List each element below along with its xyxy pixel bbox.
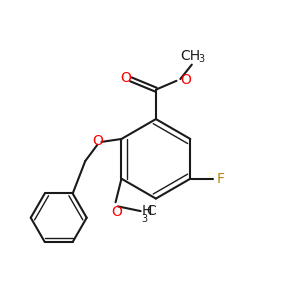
Text: C: C — [146, 203, 156, 218]
Text: O: O — [92, 134, 103, 148]
Text: O: O — [121, 71, 132, 85]
Text: F: F — [217, 172, 225, 186]
Text: 3: 3 — [198, 54, 204, 64]
Text: O: O — [111, 205, 122, 219]
Text: 3: 3 — [142, 214, 148, 224]
Text: CH: CH — [180, 49, 200, 63]
Text: H: H — [142, 203, 152, 218]
Text: O: O — [180, 73, 191, 87]
